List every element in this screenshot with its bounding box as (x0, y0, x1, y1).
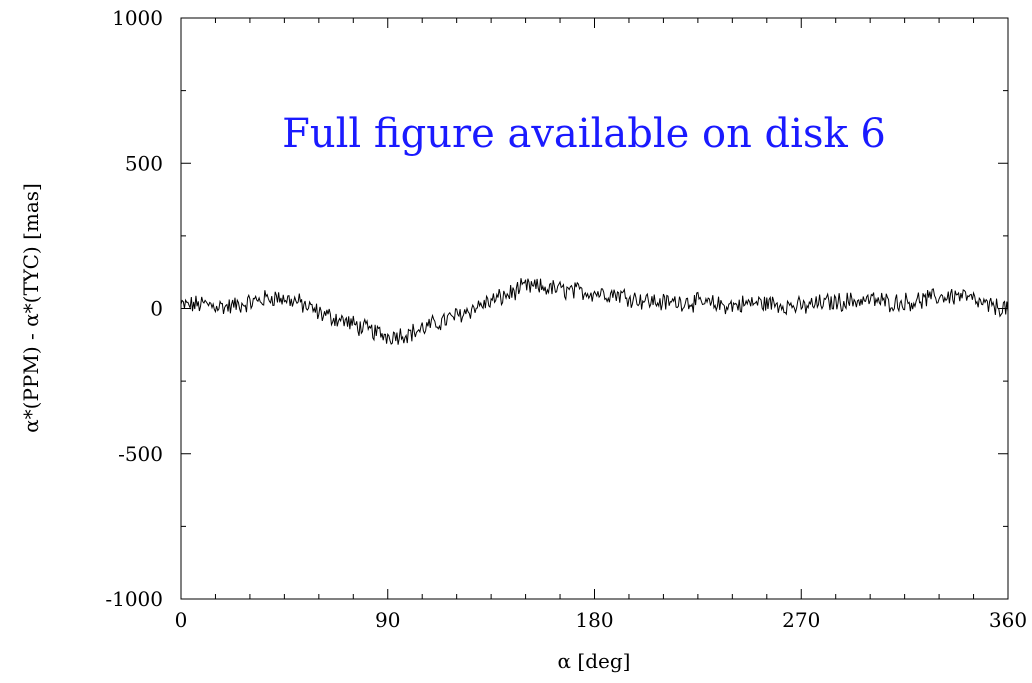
x-tick-label: 360 (989, 608, 1027, 632)
series-layer (180, 278, 1009, 345)
y-tick-label: 1000 (112, 6, 163, 30)
x-tick-label: 90 (375, 608, 400, 632)
annotation-text: Full figure available on disk 6 (282, 111, 886, 157)
y-axis-title: α*(PPM) - α*(TYC) [mas] (19, 183, 43, 433)
y-tick-label: -500 (118, 442, 163, 466)
y-tick-label: 500 (125, 151, 163, 175)
x-tick-labels: 0 90 180 270 360 (175, 608, 1027, 632)
x-tick-label: 180 (575, 608, 613, 632)
plot-frame (180, 17, 1009, 600)
y-tick-labels: -1000 -500 0 500 1000 (105, 6, 163, 611)
x-tick-label: 0 (175, 608, 188, 632)
series-line (180, 278, 1009, 345)
x-axis-title: α [deg] (558, 649, 631, 673)
y-tick-label: -1000 (105, 587, 163, 611)
x-tick-label: 270 (782, 608, 820, 632)
tick-marks (180, 17, 1009, 600)
y-tick-label: 0 (150, 297, 163, 321)
